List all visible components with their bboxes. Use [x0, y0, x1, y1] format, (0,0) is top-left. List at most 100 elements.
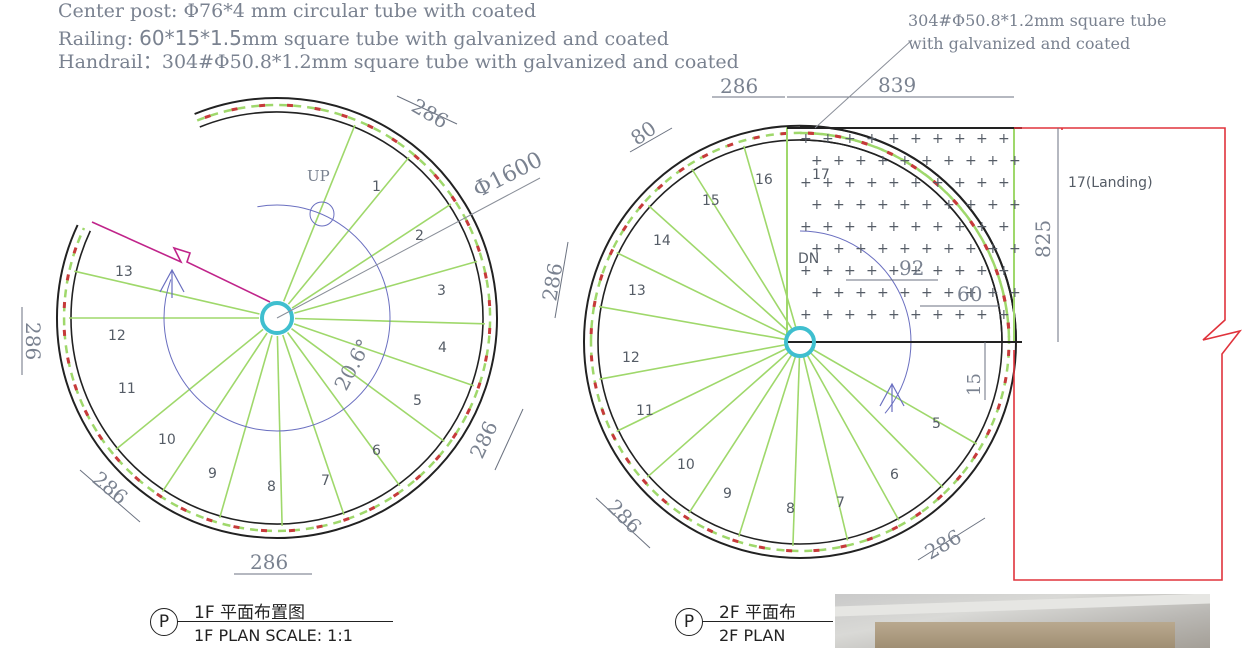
plan2-tread-line: [616, 347, 788, 433]
plan1-baluster: [341, 113, 348, 119]
plan2-baluster: [624, 457, 631, 464]
plan2-baluster: [972, 452, 979, 460]
plan2-lower-handrail: [589, 131, 1011, 343]
plan2-lower-baluster: [910, 163, 918, 170]
plan2-grating-mark: +: [800, 307, 812, 323]
dim-1f-left-text: 286: [21, 322, 45, 360]
plan2-grating-mark: +: [910, 175, 922, 191]
dim-1f-right-line: [494, 408, 524, 471]
plan2-baluster: [996, 403, 1002, 410]
plan1-baluster: [62, 329, 67, 336]
plan1-break-line: [91, 221, 271, 303]
plan2-grating-mark: +: [899, 153, 911, 169]
plan2-grating-mark: +: [855, 285, 867, 301]
plan2-tread-line: [809, 351, 944, 489]
plan2-step-number: 7: [836, 495, 845, 511]
plan2-grating-mark: +: [998, 307, 1010, 323]
plan2-step-number: 15: [702, 193, 720, 209]
railing-spec-prefix: Railing:: [58, 28, 140, 50]
caption-2f: P 2F 平面布 2F PLAN: [675, 594, 835, 648]
plan2-grating-mark: +: [965, 241, 977, 257]
plan2-tread-line: [792, 355, 801, 546]
plan2-grating-mark: +: [844, 219, 856, 235]
dim-1f-top-text: 286: [408, 94, 453, 134]
caption-leader-1f: [177, 621, 191, 622]
plan1-step-number: 1: [372, 179, 381, 195]
dim-2f-left-line: [554, 241, 569, 319]
plan2-grating-mark: +: [811, 285, 823, 301]
plan2-lower-baluster: [780, 131, 787, 136]
plan2-grating-mark: +: [800, 131, 812, 147]
plan2-baluster: [661, 497, 668, 504]
caption-2f-title: 2F 平面布: [719, 603, 796, 623]
plan1-step-number: 11: [118, 381, 136, 397]
plan2-grating-mark: +: [833, 285, 845, 301]
plan2-baluster: [1007, 349, 1011, 356]
plan2-tread-line: [806, 353, 900, 521]
plan1-step-number: 4: [438, 340, 447, 356]
plan2-tread-line: [802, 355, 849, 541]
dim-2f-bottom-left-line: [595, 497, 651, 549]
plan2-lower-baluster: [994, 268, 1000, 276]
plan1-up-marker: [309, 201, 335, 227]
plan2-lower-baluster: [656, 183, 664, 190]
plan1-baluster: [483, 272, 488, 279]
plan2-baluster: [866, 536, 874, 542]
plan2-grating-mark: +: [899, 197, 911, 213]
plan2-grating-mark: +: [844, 263, 856, 279]
plan1-step-number: 6: [372, 443, 381, 459]
stair-photo: [835, 594, 1210, 648]
plan1-baluster: [73, 383, 79, 391]
plan-symbol-2f: P: [675, 608, 703, 636]
plan1-baluster: [62, 301, 67, 309]
plan-2f: + + + + + + + + + + + + + + + + + + + + + + + + + + + + + + + + + + + + + + + +…: [583, 124, 1243, 581]
plan2-tread-line: [647, 204, 791, 334]
plan2-grating-mark: +: [976, 307, 988, 323]
callout-line-1: 304#Φ50.8*1.2mm square tube: [908, 11, 1167, 30]
plan1-step-number: 13: [115, 264, 133, 280]
plan2-grating-mark: +: [976, 219, 988, 235]
plan2-tread-line: [691, 168, 794, 331]
plan2-step-number: 13: [628, 283, 646, 299]
plan2-step-number: 16: [755, 172, 773, 188]
plan2-landing-label: 17(Landing): [1068, 175, 1153, 191]
plan2-grating-mark: +: [877, 153, 889, 169]
plan2-grating-mark: +: [822, 131, 834, 147]
plan2-baluster: [936, 494, 943, 501]
plan1-baluster: [97, 433, 104, 441]
plan2-step-number: 6: [890, 467, 899, 483]
plan1-baluster: [487, 327, 492, 335]
plan2-grating-mark: +: [866, 175, 878, 191]
plan2-tread-line: [688, 353, 794, 514]
plan2-grating-mark: +: [954, 307, 966, 323]
plan2-grating-mark: +: [976, 175, 988, 191]
dim-2f-depth-text: 825: [1031, 220, 1055, 258]
plan2-step-number: 12: [622, 350, 640, 366]
plan2-grating-mark: +: [998, 219, 1010, 235]
plan2-grating-mark: +: [844, 131, 856, 147]
dim-2f-grid-y-text: 60: [957, 282, 982, 306]
plan1-baluster: [414, 474, 422, 481]
plan2-grating-mark: +: [954, 219, 966, 235]
plan2-grating-mark: +: [987, 241, 999, 257]
plan-symbol-1f: P: [150, 608, 178, 636]
plan2-tread-line: [598, 305, 787, 341]
plan1-direction-arrow: [159, 268, 185, 298]
dim-2f-left-text: 286: [537, 261, 567, 303]
plan1-step-number: 10: [158, 432, 176, 448]
plan2-step-number: 17: [812, 167, 830, 183]
dim-1f-bottom-left-text: 286: [88, 466, 133, 509]
plan1-baluster: [156, 492, 163, 499]
plan2-baluster: [1003, 376, 1008, 384]
plan2-grating-mark: +: [943, 285, 955, 301]
dim-2f-bottom-right-line: [917, 517, 986, 561]
railing-spec-suffix: mm square tube with galvanized and coate…: [241, 28, 669, 50]
plan2-grating-mark: +: [910, 263, 922, 279]
plan1-baluster: [367, 123, 374, 130]
plan2-grating-mark: +: [877, 241, 889, 257]
plan2-grating-mark: +: [888, 219, 900, 235]
plan2-grating-mark: +: [932, 175, 944, 191]
plan2-grating-mark: +: [932, 219, 944, 235]
